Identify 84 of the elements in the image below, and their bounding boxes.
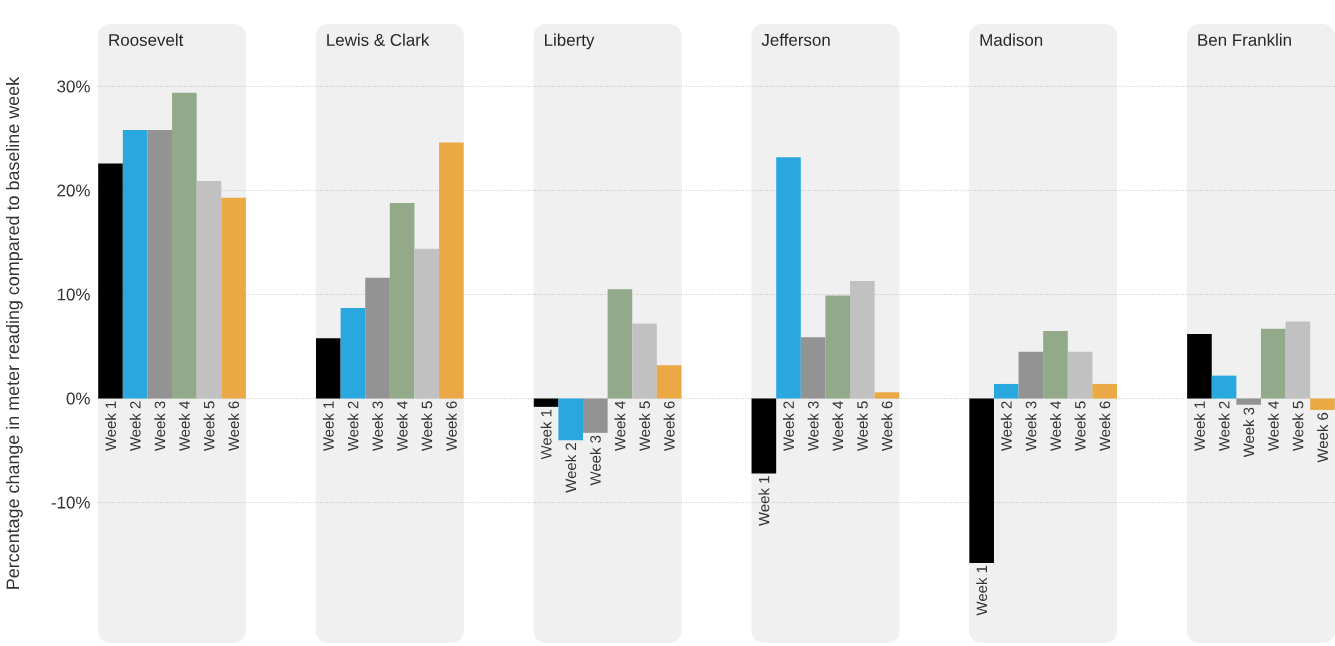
bar bbox=[122, 130, 148, 399]
bar bbox=[414, 248, 440, 399]
bar bbox=[1018, 351, 1044, 399]
text: Week 6 bbox=[1317, 412, 1328, 463]
bar bbox=[993, 383, 1019, 399]
text: Week 3 bbox=[807, 401, 819, 452]
text: Week 2 bbox=[129, 401, 141, 452]
y-tick-label: 20% bbox=[57, 184, 90, 197]
text: Week 5 bbox=[856, 401, 868, 452]
bar bbox=[1236, 398, 1261, 405]
bar bbox=[558, 398, 583, 441]
text: Week 5 bbox=[203, 401, 215, 452]
bar bbox=[632, 323, 657, 399]
bar bbox=[800, 337, 826, 399]
y-axis-title: Percentage change in meter reading compared to baseline week bbox=[6, 76, 23, 589]
text: Week 6 bbox=[445, 401, 457, 452]
text: Week 6 bbox=[1099, 401, 1111, 452]
x-tick-label: Ben Franklin bbox=[1198, 33, 1291, 46]
bar bbox=[583, 398, 608, 433]
text: Week 3 bbox=[1243, 407, 1255, 458]
text: Week 2 bbox=[783, 401, 794, 452]
text: Week 3 bbox=[154, 401, 166, 452]
text: Week 6 bbox=[881, 401, 893, 452]
x-tick-label: Madison bbox=[980, 33, 1043, 46]
bar bbox=[969, 398, 994, 563]
text: Week 1 bbox=[322, 401, 334, 452]
text: Week 4 bbox=[178, 401, 190, 452]
bar bbox=[439, 142, 464, 399]
bar bbox=[316, 338, 341, 399]
bar bbox=[1285, 321, 1311, 399]
bar bbox=[850, 280, 875, 399]
text: Week 6 bbox=[228, 401, 240, 452]
bar bbox=[607, 289, 633, 399]
bar bbox=[1043, 330, 1068, 399]
text: Week 5 bbox=[1292, 401, 1304, 452]
x-tick-label: Lewis & Clark bbox=[327, 33, 430, 46]
bar bbox=[389, 202, 415, 399]
text: Week 3 bbox=[372, 401, 384, 452]
bar bbox=[533, 398, 559, 407]
text: Week 4 bbox=[614, 401, 626, 452]
text: Week 1 bbox=[105, 401, 116, 452]
bar bbox=[656, 365, 682, 399]
text: Week 4 bbox=[396, 401, 408, 452]
text: Week 1 bbox=[758, 476, 770, 526]
bar bbox=[147, 130, 173, 399]
bar bbox=[365, 277, 390, 399]
text: Week 1 bbox=[540, 409, 552, 460]
x-tick-label: Liberty bbox=[545, 33, 595, 50]
text: Week 5 bbox=[639, 401, 651, 452]
bar bbox=[172, 92, 197, 399]
text: Week 3 bbox=[589, 435, 601, 486]
bar bbox=[1067, 351, 1093, 399]
text: Week 2 bbox=[1218, 401, 1230, 452]
text: Week 5 bbox=[1074, 401, 1086, 452]
bar bbox=[776, 157, 801, 399]
bar bbox=[196, 181, 222, 399]
bar bbox=[1260, 328, 1286, 399]
bar bbox=[1211, 375, 1237, 399]
bar bbox=[1310, 398, 1335, 410]
text: Week 4 bbox=[832, 401, 844, 452]
text: Week 4 bbox=[1267, 401, 1279, 452]
text: Week 2 bbox=[565, 443, 577, 493]
text: Week 2 bbox=[1000, 401, 1012, 452]
bar bbox=[751, 398, 777, 474]
bar bbox=[825, 295, 851, 399]
text: Week 6 bbox=[663, 401, 675, 452]
bar bbox=[98, 163, 123, 399]
text: Week 1 bbox=[1193, 401, 1205, 452]
bar bbox=[1187, 334, 1212, 399]
text: Week 5 bbox=[421, 401, 433, 452]
y-tick-label: -10% bbox=[51, 496, 90, 509]
text: Week 2 bbox=[347, 401, 359, 452]
bar bbox=[874, 392, 900, 399]
y-tick-label: 10% bbox=[57, 288, 90, 301]
text: Week 4 bbox=[1050, 401, 1061, 452]
x-tick-label: Roosevelt bbox=[109, 33, 184, 46]
y-tick-label: 30% bbox=[57, 80, 90, 93]
bar bbox=[221, 197, 246, 399]
bar bbox=[340, 308, 366, 399]
text: Week 3 bbox=[1025, 401, 1037, 452]
bar bbox=[1092, 383, 1118, 399]
text: Week 1 bbox=[976, 565, 988, 616]
y-tick-label: 0% bbox=[66, 392, 90, 405]
x-tick-label: Jefferson bbox=[761, 33, 830, 46]
